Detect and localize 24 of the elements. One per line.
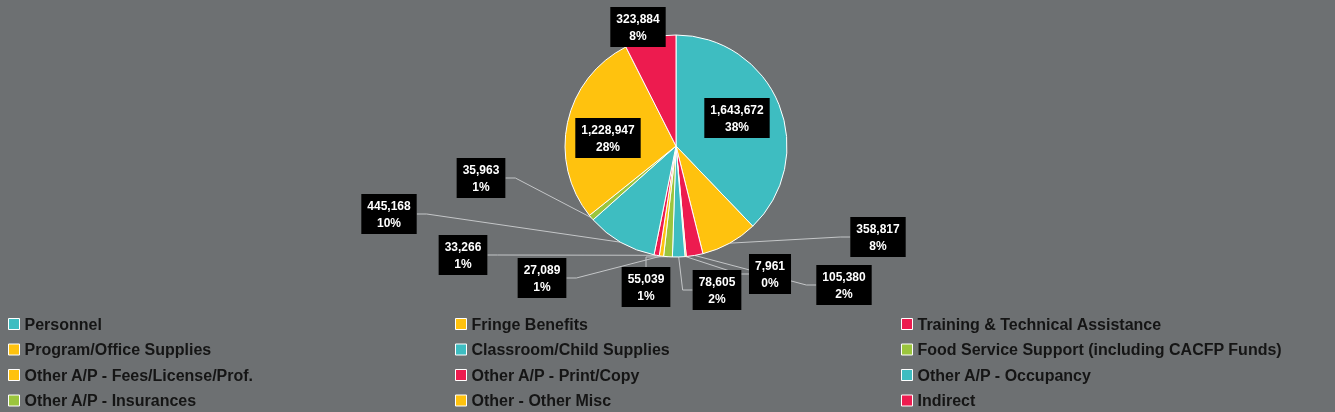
legend-label: Other A/P - Fees/License/Prof. <box>24 366 254 384</box>
data-label: 7,961 0% <box>754 258 786 290</box>
legend-label: Personnel <box>24 315 102 333</box>
legend-label: Other A/P - Insurances <box>24 392 197 409</box>
legend-label: Fringe Benefits <box>471 315 589 333</box>
data-label: 445,168 10% <box>367 198 412 230</box>
data-label: 1,228,947 28% <box>581 122 636 154</box>
legend-label: Other A/P - Occupancy <box>917 366 1091 384</box>
data-label: 1,643,672 38% <box>710 102 765 134</box>
data-label: 358,817 8% <box>856 221 901 253</box>
data-label: 27,089 1% <box>523 262 561 294</box>
legend-label: Program/Office Supplies <box>24 341 212 358</box>
data-label: 33,266 1% <box>444 239 482 271</box>
legend-label: Classroom/Child Supplies <box>471 341 670 358</box>
data-label: 35,963 1% <box>462 162 500 194</box>
legend-label: Other - Other Misc <box>471 392 612 409</box>
data-label: 78,605 2% <box>698 274 736 306</box>
legend-label: Training & Technical Assistance <box>917 315 1162 333</box>
data-label: 323,884 8% <box>616 11 661 43</box>
legend-label: Indirect <box>917 392 976 409</box>
data-label: 55,039 1% <box>627 271 665 303</box>
data-label: 105,380 2% <box>822 269 867 301</box>
legend-label: Other A/P - Print/Copy <box>471 366 640 384</box>
legend-label: Food Service Support (including CACFP Funds) <box>917 341 1282 358</box>
